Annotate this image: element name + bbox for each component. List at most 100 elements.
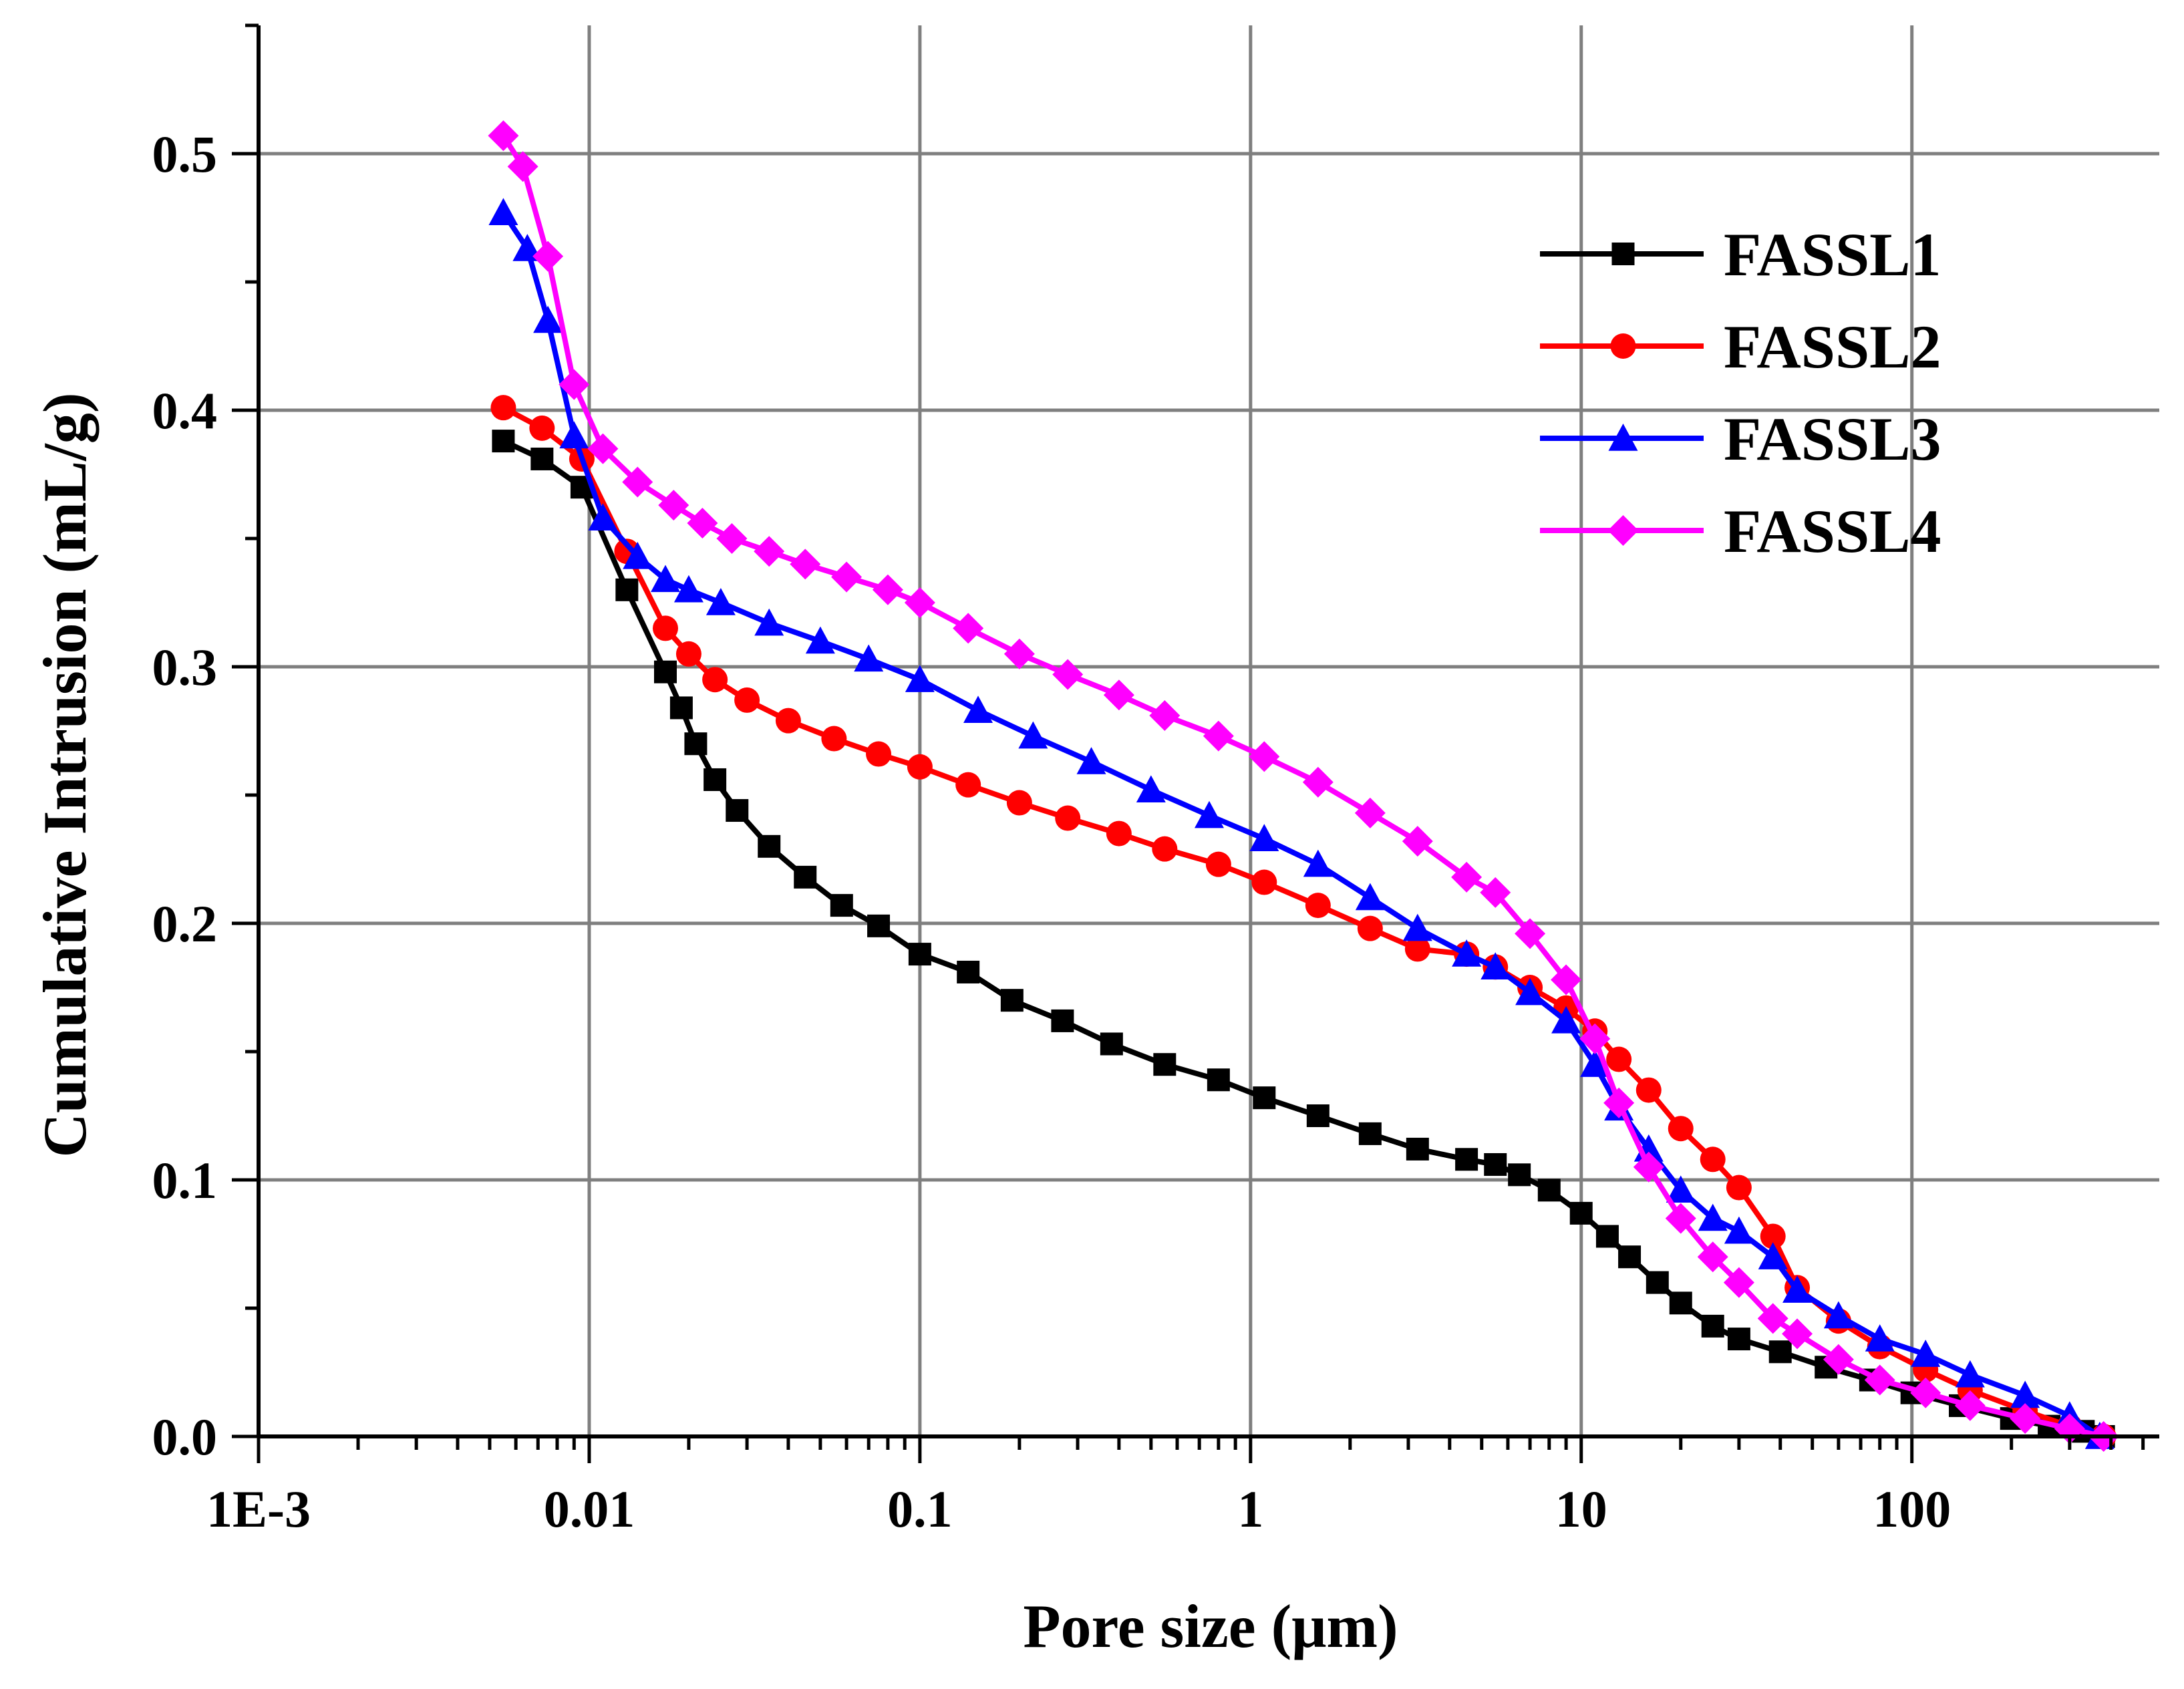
data-point-FASSL1: [867, 914, 891, 937]
data-point-FASSL1: [1618, 1245, 1642, 1269]
y-tick-label: 0.0: [152, 1408, 218, 1466]
data-point-FASSL4: [1480, 877, 1511, 908]
data-point-FASSL1: [704, 768, 727, 791]
data-point-FASSL3: [963, 696, 993, 723]
data-point-FASSL2: [1152, 836, 1178, 862]
data-point-FASSL4: [1354, 797, 1386, 828]
data-point-FASSL2: [1668, 1116, 1694, 1142]
data-point-FASSL4: [1515, 918, 1546, 949]
data-point-FASSL3: [2010, 1380, 2040, 1408]
data-point-FASSL3: [1355, 883, 1385, 911]
data-point-FASSL3: [1823, 1301, 1853, 1329]
axes: [232, 23, 2159, 1463]
data-point-FASSL1: [1595, 1225, 1619, 1248]
data-point-FASSL3: [1865, 1324, 1895, 1352]
data-point-FASSL4: [953, 613, 984, 644]
data-point-FASSL1: [908, 943, 931, 966]
data-point-FASSL1: [615, 578, 639, 601]
data-point-FASSL3: [1666, 1175, 1696, 1203]
data-point-FASSL4: [1402, 826, 1433, 857]
legend-entry-FASSL2: FASSL2: [1540, 313, 1941, 381]
tick-labels: 1E-3 0.01 0.1 1 10 100 0.0 0.1 0.2 0.3 0.4 0.5: [152, 125, 1952, 1538]
data-point-FASSL1: [1768, 1340, 1792, 1364]
data-point-FASSL1: [653, 660, 677, 683]
data-point-FASSL3: [1303, 849, 1333, 877]
data-point-FASSL2: [490, 395, 516, 421]
data-point-FASSL3: [1136, 775, 1166, 803]
data-point-FASSL2: [1635, 1077, 1662, 1103]
y-tick-label: 0.2: [152, 895, 218, 953]
legend-label: FASSL4: [1724, 497, 1941, 565]
data-point-FASSL2: [866, 741, 892, 767]
data-point-FASSL2: [1251, 869, 1277, 895]
data-point-FASSL4: [532, 241, 564, 272]
data-point-FASSL3: [559, 421, 589, 449]
data-point-FASSL1: [726, 799, 749, 822]
data-point-FASSL3: [1249, 824, 1279, 851]
data-point-FASSL3: [623, 541, 653, 569]
x-tick-label: 1: [1237, 1480, 1263, 1538]
x-axis-title: Pore size (μm): [1023, 1592, 1398, 1660]
data-point-FASSL2: [821, 726, 847, 752]
data-point-FASSL3: [673, 575, 704, 603]
data-point-FASSL4: [790, 549, 821, 580]
data-point-FASSL2: [1205, 851, 1231, 877]
data-point-FASSL4: [507, 151, 538, 182]
x-tick-label: 1E-3: [206, 1480, 311, 1538]
data-point-FASSL2: [652, 615, 678, 641]
data-point-FASSL3: [588, 503, 618, 530]
data-point-FASSL4: [904, 587, 935, 618]
data-point-FASSL4: [1203, 720, 1234, 752]
data-point-FASSL4: [1103, 679, 1134, 711]
data-point-FASSL4: [1302, 766, 1334, 798]
y-tick-label: 0.1: [152, 1151, 218, 1209]
legend-marker: [1610, 333, 1636, 359]
data-point-FASSL4: [754, 536, 785, 567]
data-point-FASSL1: [1100, 1032, 1123, 1056]
data-point-FASSL2: [907, 754, 933, 780]
data-point-FASSL3: [1480, 952, 1511, 979]
legend-marker: [1608, 424, 1638, 451]
data-point-FASSL1: [1000, 989, 1024, 1012]
data-point-FASSL3: [706, 588, 736, 615]
data-point-FASSL3: [1551, 1006, 1581, 1034]
data-point-FASSL2: [1357, 915, 1383, 941]
data-point-FASSL1: [1153, 1053, 1177, 1076]
data-point-FASSL4: [1249, 741, 1280, 772]
data-point-FASSL3: [1698, 1203, 1728, 1231]
data-point-FASSL2: [1055, 805, 1081, 831]
data-point-FASSL1: [1727, 1328, 1750, 1351]
x-tick-label: 10: [1555, 1480, 1607, 1538]
series-FASSL3: [488, 198, 2115, 1449]
data-point-FASSL3: [533, 305, 563, 333]
data-point-FASSL3: [488, 198, 518, 226]
data-point-FASSL3: [1515, 977, 1545, 1006]
data-point-FASSL3: [1758, 1242, 1788, 1269]
data-point-FASSL1: [758, 834, 781, 858]
data-point-FASSL3: [1955, 1360, 1985, 1388]
data-point-FASSL1: [1306, 1104, 1330, 1127]
x-tick-label: 100: [1873, 1480, 1951, 1538]
y-tick-label: 0.5: [152, 125, 218, 183]
data-point-FASSL2: [1726, 1175, 1752, 1201]
data-point-FASSL4: [2010, 1403, 2041, 1434]
data-point-FASSL3: [650, 565, 680, 593]
data-point-FASSL1: [669, 696, 693, 720]
y-tick-label: 0.3: [152, 638, 218, 696]
data-point-FASSL4: [1003, 638, 1035, 669]
data-point-FASSL4: [1823, 1344, 1854, 1375]
data-point-FASSL1: [794, 865, 817, 889]
data-point-FASSL1: [684, 732, 708, 756]
data-point-FASSL3: [1724, 1216, 1754, 1244]
legend-marker: [1611, 243, 1635, 265]
data-point-FASSL4: [1633, 1151, 1664, 1183]
data-point-FASSL4: [1149, 700, 1181, 731]
data-point-FASSL4: [1697, 1241, 1728, 1273]
data-point-FASSL1: [1455, 1148, 1478, 1171]
data-point-FASSL4: [1864, 1364, 1895, 1396]
legend-label: FASSL2: [1724, 313, 1941, 381]
data-point-FASSL4: [1665, 1203, 1696, 1234]
data-point-FASSL3: [805, 626, 835, 654]
